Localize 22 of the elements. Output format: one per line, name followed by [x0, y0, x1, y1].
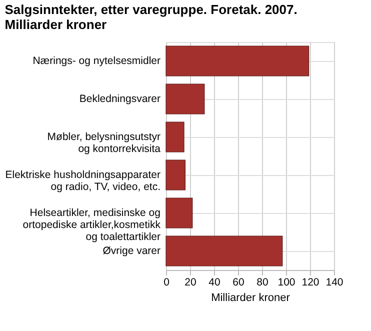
chart-title: Salgsinntekter, etter varegruppe. Foretak. 2007. Milliarder kroner	[4, 2, 298, 32]
bar	[166, 46, 310, 76]
x-tick-label: 100	[278, 276, 296, 288]
bar	[166, 160, 186, 190]
bar	[166, 84, 205, 114]
x-axis-title: Milliarder kroner	[211, 292, 290, 304]
x-tick-label: 140	[326, 276, 344, 288]
bar	[166, 122, 184, 152]
x-tick-label: 120	[302, 276, 320, 288]
x-tick-label: 0	[164, 276, 170, 288]
bar	[166, 236, 283, 266]
y-tick-label: Elektriske husholdningsapparater og radio, TV, video, etc.	[5, 169, 161, 193]
y-tick-label: Møbler, belysningsutstyr og kontorrekvisita	[47, 131, 161, 155]
x-tick-label: 20	[184, 276, 196, 288]
x-tick-label: 60	[232, 276, 244, 288]
y-tick-label: Helseartikler, medisinske og ortopediske artikler,kosmetikk og toalettartikler	[22, 207, 162, 243]
y-tick-label: Bekledningsvarer	[79, 93, 161, 105]
y-tick-label: Øvrige varer	[102, 245, 162, 257]
bar	[166, 198, 193, 228]
y-tick-label: Nærings- og nytelsesmidler	[32, 55, 161, 67]
x-tick-label: 80	[256, 276, 268, 288]
x-tick-label: 40	[208, 276, 220, 288]
